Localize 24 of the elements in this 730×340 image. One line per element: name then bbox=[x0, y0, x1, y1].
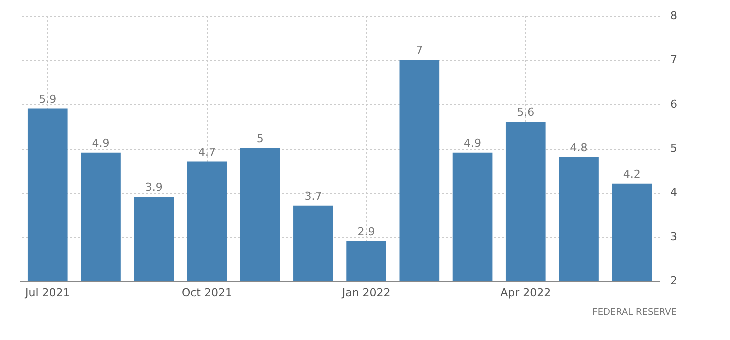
x-tick-label: Jan 2022 bbox=[341, 286, 391, 300]
y-tick-label: 8 bbox=[670, 10, 678, 22]
text: FEDERAL RESERVE bbox=[592, 308, 678, 318]
data-label: 5 bbox=[256, 132, 264, 146]
data-label: 4.7 bbox=[198, 146, 216, 159]
data-label: 4.8 bbox=[570, 141, 588, 154]
data-label: 7 bbox=[416, 44, 424, 58]
data-label: 2.9 bbox=[358, 225, 376, 238]
x-tick-label: Oct 2021 bbox=[182, 286, 232, 300]
x-tick-label: Jul 2021 bbox=[24, 286, 70, 300]
y-tick-label: 2 bbox=[670, 274, 678, 288]
data-label: 5.9 bbox=[39, 92, 57, 106]
data-label: 3.7 bbox=[304, 190, 322, 203]
data-label: 4.9 bbox=[464, 136, 482, 150]
y-tick-label: 3 bbox=[670, 230, 678, 244]
data-label: 3.9 bbox=[145, 181, 163, 194]
data-label: 4.2 bbox=[623, 168, 641, 181]
y-tick-label: 5 bbox=[670, 142, 678, 155]
y-tick-label: 6 bbox=[670, 98, 678, 111]
data-label: 5.6 bbox=[517, 106, 535, 119]
x-tick-label: Apr 2022 bbox=[500, 286, 552, 300]
y-tick-label: 7 bbox=[670, 54, 678, 67]
data-label: 4.9 bbox=[92, 136, 110, 150]
y-tick-label: 4 bbox=[670, 186, 678, 200]
